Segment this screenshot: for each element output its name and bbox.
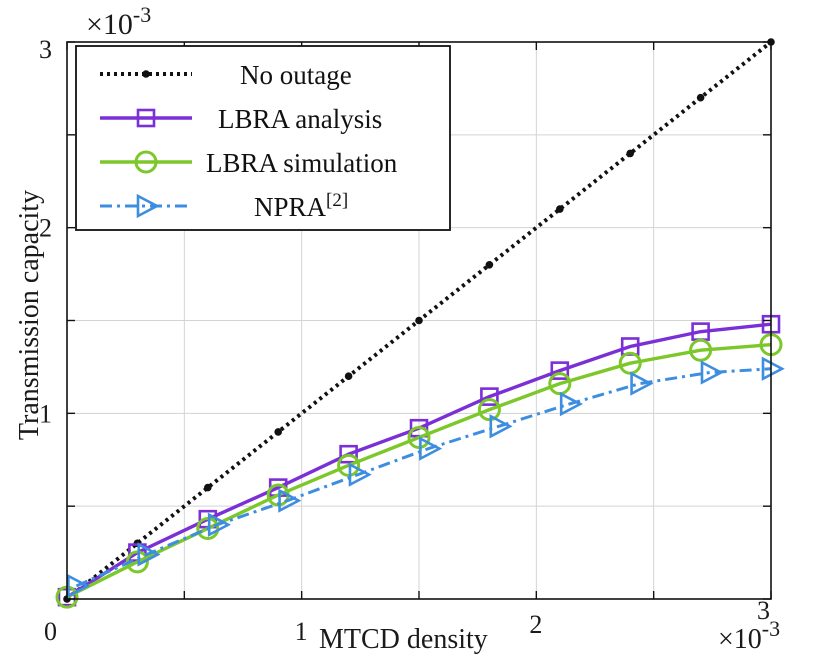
data-point xyxy=(480,387,499,406)
data-point xyxy=(407,425,431,449)
x-tick-label: 3 xyxy=(757,596,770,625)
legend-marker-sample xyxy=(136,108,156,128)
data-point xyxy=(630,371,654,396)
data-point xyxy=(477,398,501,422)
y-multiplier-base: ×10 xyxy=(86,8,133,41)
x-axis-label: MTCD density xyxy=(319,624,488,655)
data-point xyxy=(559,391,583,417)
x-tick-label: 0 xyxy=(44,617,57,646)
data-point xyxy=(274,428,283,436)
legend-marker-sample xyxy=(136,193,160,219)
legend: No outage LBRA analysis LBRA simulation … xyxy=(75,45,451,231)
x-multiplier-exponent: -3 xyxy=(762,616,780,641)
data-point xyxy=(348,462,372,487)
y-tick-label: 2 xyxy=(39,214,52,243)
data-point xyxy=(550,361,570,380)
x-tick-label: 1 xyxy=(295,617,308,646)
x-axis-multiplier: ×10-3 xyxy=(718,616,780,655)
legend-label-npra: NPRA[2] xyxy=(254,190,348,222)
axis-ticks: 0 1 2 3 1 2 3 xyxy=(39,35,772,646)
data-point xyxy=(556,205,564,213)
data-point xyxy=(618,351,642,375)
legend-label-lbra-simulation: LBRA simulation xyxy=(206,148,398,178)
legend-marker-sample xyxy=(134,150,158,174)
data-point xyxy=(137,542,161,567)
legend-label-npra-text: NPRA xyxy=(254,192,327,222)
data-point xyxy=(689,338,713,362)
series-npra-2- xyxy=(67,356,785,599)
data-point xyxy=(278,488,302,513)
legend-label-npra-superscript: [2] xyxy=(326,190,348,211)
y-tick-label: 1 xyxy=(39,399,52,428)
legend-label-no-outage: No outage xyxy=(240,60,352,90)
y-axis-label: Transmission capacity xyxy=(14,190,45,440)
y-axis-multiplier: ×10-3 xyxy=(86,2,151,41)
series-line xyxy=(75,367,772,588)
legend-label-lbra-analysis: LBRA analysis xyxy=(218,104,382,134)
y-tick-label: 3 xyxy=(39,35,52,64)
data-point xyxy=(344,372,353,381)
data-point xyxy=(415,316,423,325)
data-point xyxy=(196,516,220,540)
x-multiplier-base: ×10 xyxy=(718,624,762,655)
data-point xyxy=(339,444,358,464)
data-point xyxy=(485,261,494,269)
data-point xyxy=(67,573,91,599)
data-point xyxy=(419,436,443,461)
legend-marker-sample xyxy=(142,70,150,78)
data-point xyxy=(696,93,705,102)
data-point xyxy=(207,512,231,537)
data-point xyxy=(700,360,724,385)
legend-samples xyxy=(100,70,192,219)
data-point xyxy=(204,483,212,492)
data-point xyxy=(626,149,634,158)
data-point xyxy=(337,453,361,477)
x-tick-label: 2 xyxy=(529,610,542,639)
y-multiplier-exponent: -3 xyxy=(133,2,151,27)
data-point xyxy=(548,372,572,396)
data-point xyxy=(761,356,785,381)
data-point xyxy=(489,414,513,439)
